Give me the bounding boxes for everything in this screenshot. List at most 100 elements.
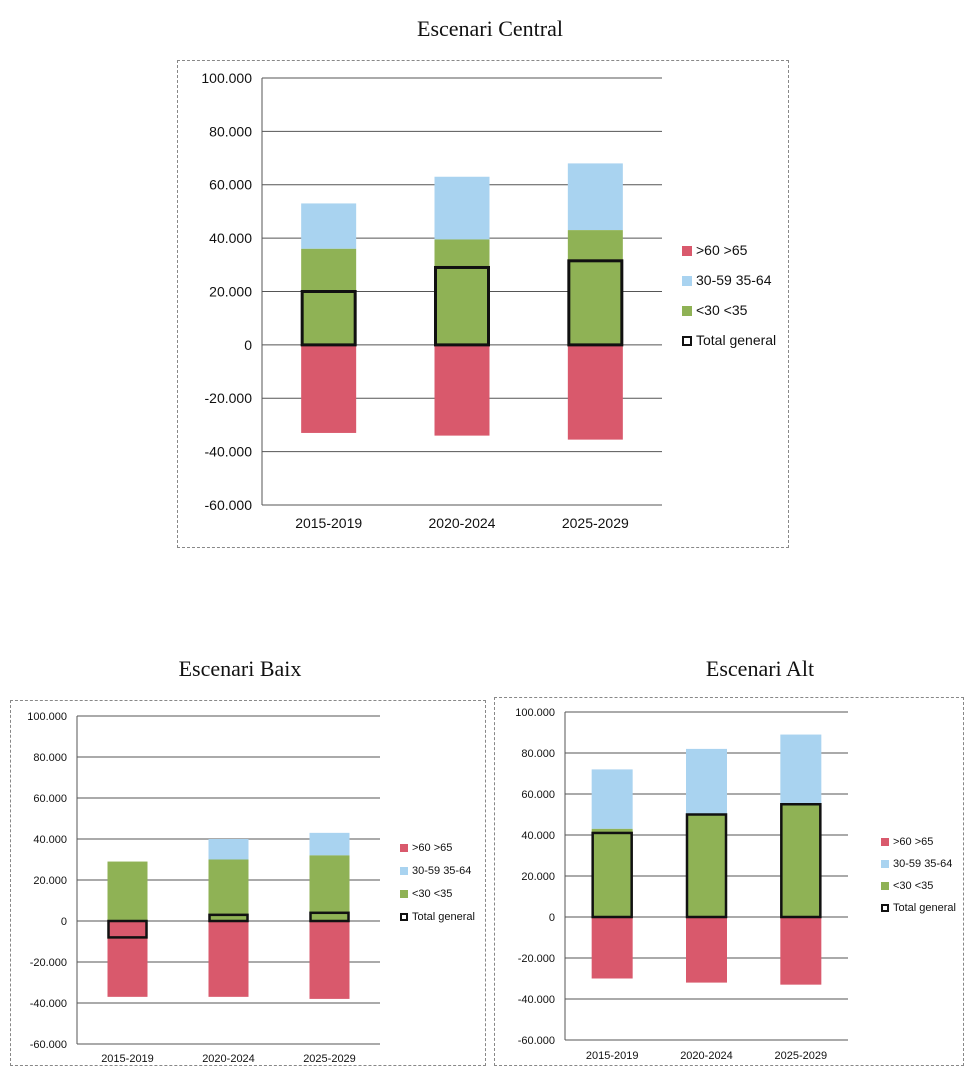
legend-label: Total general xyxy=(696,332,776,348)
bar-under-30 xyxy=(591,828,633,917)
legend-swatch xyxy=(400,890,408,898)
bar-30-59 xyxy=(591,769,633,829)
bar-total-outline xyxy=(434,265,490,347)
legend-swatch xyxy=(881,838,889,846)
bar-total-outline xyxy=(208,913,249,923)
chart-frame-alt xyxy=(494,697,964,1066)
y-tick-label: 0 xyxy=(61,916,67,928)
x-tick-label: 2015-2019 xyxy=(586,1050,639,1062)
y-tick-label: 40.000 xyxy=(33,834,67,846)
x-tick-label: 2015-2019 xyxy=(101,1053,154,1065)
bar-total-outline xyxy=(300,290,357,347)
bar-under-30 xyxy=(208,859,249,921)
bar-over-60 xyxy=(591,917,633,979)
legend-swatch xyxy=(682,306,692,316)
legend-label: 30-59 35-64 xyxy=(893,858,952,870)
bar-under-30 xyxy=(434,239,490,345)
y-tick-label: 0 xyxy=(244,337,252,353)
legend-swatch xyxy=(682,336,692,346)
x-tick-label: 2025-2029 xyxy=(562,515,629,531)
y-tick-label: 100.000 xyxy=(27,711,67,723)
y-tick-label: 80.000 xyxy=(33,752,67,764)
bar-30-59 xyxy=(208,839,249,860)
y-tick-label: -20.000 xyxy=(205,390,253,406)
legend-label: <30 <35 xyxy=(893,880,933,892)
x-tick-label: 2025-2029 xyxy=(775,1050,828,1062)
x-tick-label: 2020-2024 xyxy=(202,1053,255,1065)
bar-total-outline xyxy=(685,813,728,919)
y-tick-label: 20.000 xyxy=(521,871,555,883)
bar-total-outline xyxy=(780,803,822,919)
legend-swatch xyxy=(881,904,889,912)
y-tick-label: 0 xyxy=(549,912,555,924)
legend-label: <30 <35 xyxy=(412,888,452,900)
bar-under-30 xyxy=(309,855,350,921)
bar-over-60 xyxy=(107,921,148,997)
chart-frame-central xyxy=(177,60,789,548)
y-tick-label: -20.000 xyxy=(518,953,555,965)
legend-swatch xyxy=(400,913,408,921)
bar-30-59 xyxy=(567,163,623,231)
bar-over-60 xyxy=(686,917,727,983)
legend-swatch xyxy=(881,860,889,868)
legend-label: <30 <35 xyxy=(696,302,748,318)
legend-label: >60 >65 xyxy=(412,842,452,854)
legend-label: >60 >65 xyxy=(893,836,933,848)
bar-over-60 xyxy=(309,921,350,999)
y-tick-label: -60.000 xyxy=(205,497,253,513)
bar-over-60 xyxy=(301,344,357,433)
y-tick-label: 60.000 xyxy=(209,177,252,193)
legend-label: >60 >65 xyxy=(696,242,748,258)
bar-over-60 xyxy=(208,921,249,997)
y-tick-label: -40.000 xyxy=(518,994,555,1006)
bar-30-59 xyxy=(309,832,350,856)
y-tick-label: 80.000 xyxy=(521,748,555,760)
bar-total-outline xyxy=(591,831,633,919)
bar-30-59 xyxy=(780,734,822,805)
bar-under-30 xyxy=(567,230,623,345)
bar-30-59 xyxy=(434,176,490,240)
chart-title-alt: Escenari Alt xyxy=(705,656,815,681)
bar-total-outline xyxy=(309,911,350,923)
legend-swatch xyxy=(400,844,408,852)
legend-swatch xyxy=(881,882,889,890)
chart-title-baix: Escenari Baix xyxy=(178,656,302,681)
legend-label: Total general xyxy=(412,911,475,923)
legend-swatch xyxy=(682,276,692,286)
legend-label: 30-59 35-64 xyxy=(696,272,772,288)
x-tick-label: 2025-2029 xyxy=(303,1053,356,1065)
legend-label: Total general xyxy=(893,902,956,914)
bar-over-60 xyxy=(434,344,490,436)
bar-total-outline xyxy=(107,919,148,939)
y-tick-label: 60.000 xyxy=(521,789,555,801)
bar-over-60 xyxy=(780,917,822,985)
x-tick-label: 2020-2024 xyxy=(680,1050,733,1062)
bar-over-60 xyxy=(567,344,623,440)
y-tick-label: 60.000 xyxy=(33,793,67,805)
y-tick-label: 20.000 xyxy=(209,283,252,299)
bar-under-30 xyxy=(686,814,727,917)
y-tick-label: 40.000 xyxy=(521,830,555,842)
bar-total-outline xyxy=(567,259,624,347)
bar-under-30 xyxy=(301,248,357,345)
bar-30-59 xyxy=(686,748,727,815)
y-tick-label: 100.000 xyxy=(201,70,252,86)
x-tick-label: 2015-2019 xyxy=(295,515,362,531)
y-tick-label: 80.000 xyxy=(209,123,252,139)
y-tick-label: -40.000 xyxy=(30,998,67,1010)
legend-swatch xyxy=(400,867,408,875)
chart-title-central: Escenari Central xyxy=(417,16,563,41)
bar-under-30 xyxy=(107,861,148,921)
bar-30-59 xyxy=(301,203,357,249)
legend-swatch xyxy=(682,246,692,256)
chart-frame-baix xyxy=(10,700,486,1066)
y-tick-label: -60.000 xyxy=(30,1039,67,1051)
legend-label: 30-59 35-64 xyxy=(412,865,471,877)
y-tick-label: 40.000 xyxy=(209,230,252,246)
y-tick-label: -60.000 xyxy=(518,1035,555,1047)
y-tick-label: -40.000 xyxy=(205,444,253,460)
y-tick-label: 100.000 xyxy=(515,707,555,719)
